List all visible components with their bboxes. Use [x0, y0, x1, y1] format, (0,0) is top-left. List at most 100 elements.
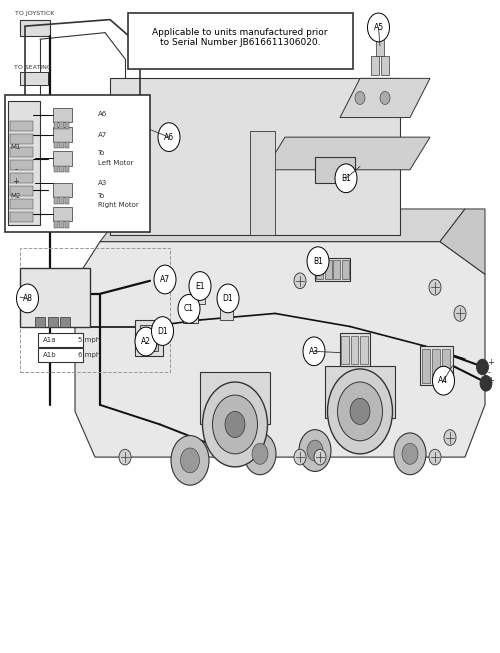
Circle shape [303, 337, 325, 366]
Circle shape [355, 91, 365, 104]
Bar [155, 326, 168, 343]
Circle shape [189, 272, 211, 300]
Bar [422, 349, 430, 383]
Bar [64, 221, 69, 228]
Text: A6: A6 [164, 133, 174, 142]
Bar [60, 317, 70, 326]
Bar [54, 221, 58, 228]
Text: -: - [488, 368, 490, 377]
Bar [140, 325, 158, 351]
Bar [432, 349, 440, 383]
Circle shape [314, 449, 326, 465]
Circle shape [299, 430, 331, 471]
Circle shape [294, 449, 306, 465]
Bar [182, 307, 198, 323]
Circle shape [368, 13, 390, 42]
Text: To: To [98, 193, 105, 199]
Bar [324, 260, 332, 279]
Circle shape [225, 411, 245, 438]
Polygon shape [100, 209, 465, 242]
Bar [64, 142, 69, 148]
Circle shape [294, 273, 306, 289]
Text: A5: A5 [374, 23, 384, 32]
Text: A6: A6 [98, 111, 107, 118]
Circle shape [217, 284, 239, 313]
Circle shape [178, 295, 200, 323]
Text: Left Motor: Left Motor [98, 160, 133, 167]
Bar [10, 173, 32, 183]
Bar [315, 157, 355, 183]
Circle shape [432, 366, 454, 395]
Text: 5 mph: 5 mph [78, 337, 100, 343]
Bar [20, 20, 50, 36]
Bar [48, 317, 58, 326]
Bar [54, 166, 58, 172]
Text: To: To [98, 150, 105, 157]
Bar [371, 56, 379, 75]
Text: A1b: A1b [42, 352, 56, 358]
Text: TO SEATING: TO SEATING [14, 65, 52, 70]
Circle shape [202, 382, 268, 467]
Bar [59, 122, 64, 129]
Bar [316, 260, 323, 279]
Polygon shape [250, 131, 275, 235]
Circle shape [328, 369, 392, 454]
Bar [38, 348, 82, 362]
Bar [376, 36, 384, 56]
Bar [342, 260, 348, 279]
Bar [54, 142, 58, 148]
Bar [10, 121, 32, 131]
Text: B1: B1 [313, 257, 323, 266]
Bar [20, 268, 90, 326]
Circle shape [252, 443, 268, 464]
Polygon shape [110, 78, 400, 235]
Circle shape [480, 375, 492, 391]
Bar [200, 372, 270, 424]
FancyBboxPatch shape [128, 13, 352, 69]
Bar [195, 291, 205, 304]
Bar [64, 166, 69, 172]
Bar [52, 108, 72, 122]
Circle shape [154, 265, 176, 294]
Bar [54, 122, 58, 129]
Bar [38, 333, 82, 347]
Bar [360, 336, 368, 364]
Bar [35, 317, 45, 326]
Circle shape [394, 433, 426, 475]
Bar [341, 336, 348, 364]
Bar [10, 134, 32, 144]
Text: A2: A2 [141, 337, 151, 346]
Text: D1: D1 [222, 294, 234, 303]
Bar [381, 56, 389, 75]
Circle shape [180, 448, 200, 473]
Text: E1: E1 [195, 281, 205, 291]
Circle shape [135, 327, 157, 356]
Circle shape [350, 398, 370, 424]
Polygon shape [440, 209, 485, 274]
Text: Applicable to units manufactured prior
to Serial Number JB616611306020.: Applicable to units manufactured prior t… [152, 28, 328, 48]
Text: -: - [14, 165, 18, 174]
Circle shape [158, 123, 180, 151]
Circle shape [244, 433, 276, 475]
Circle shape [16, 284, 38, 313]
Bar [52, 151, 72, 166]
Bar [340, 333, 370, 366]
Polygon shape [265, 137, 430, 170]
Bar [59, 166, 64, 172]
Circle shape [454, 306, 466, 321]
Bar [10, 212, 32, 222]
Text: A3: A3 [309, 347, 319, 356]
Text: Right Motor: Right Motor [98, 202, 138, 208]
Bar [315, 258, 350, 281]
Bar [350, 336, 358, 364]
Polygon shape [75, 242, 485, 457]
Circle shape [476, 359, 488, 375]
Circle shape [307, 247, 329, 276]
Text: TO JOYSTICK: TO JOYSTICK [16, 11, 54, 16]
Bar [10, 199, 32, 209]
Polygon shape [340, 78, 430, 118]
Bar [54, 197, 58, 204]
Text: +: + [488, 358, 494, 367]
Circle shape [338, 382, 382, 441]
Bar [52, 207, 72, 221]
